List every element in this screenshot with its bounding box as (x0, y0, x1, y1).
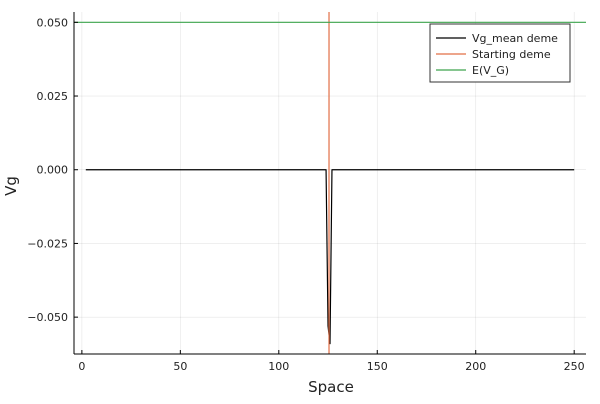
y-tick-label: 0.050 (37, 16, 69, 29)
x-tick-label: 50 (173, 360, 187, 373)
legend-item-expected-vg-label: E(V_G) (472, 64, 509, 77)
y-tick-label: −0.050 (27, 311, 68, 324)
x-axis-ticks: 0 50 100 150 200 250 (78, 350, 585, 373)
x-tick-label: 250 (564, 360, 585, 373)
legend-item-vg-mean-deme-label: Vg_mean deme (472, 32, 558, 45)
x-tick-label: 200 (465, 360, 486, 373)
legend-item-starting-deme-label: Starting deme (472, 48, 551, 61)
y-tick-label: 0.025 (37, 90, 69, 103)
x-tick-label: 0 (78, 360, 85, 373)
y-axis-ticks: 0.050 0.025 0.000 −0.025 −0.050 (27, 16, 78, 324)
series-layer (74, 12, 586, 354)
legend-box (429, 23, 571, 83)
x-tick-label: 100 (268, 360, 289, 373)
y-tick-label: 0.000 (37, 164, 69, 177)
x-axis-title: Space (308, 378, 354, 396)
x-tick-label: 150 (367, 360, 388, 373)
y-axis-title: Vg (2, 176, 20, 196)
y-tick-label: −0.025 (27, 237, 68, 250)
legend: Vg_mean deme Starting deme E(V_G) (429, 23, 571, 83)
